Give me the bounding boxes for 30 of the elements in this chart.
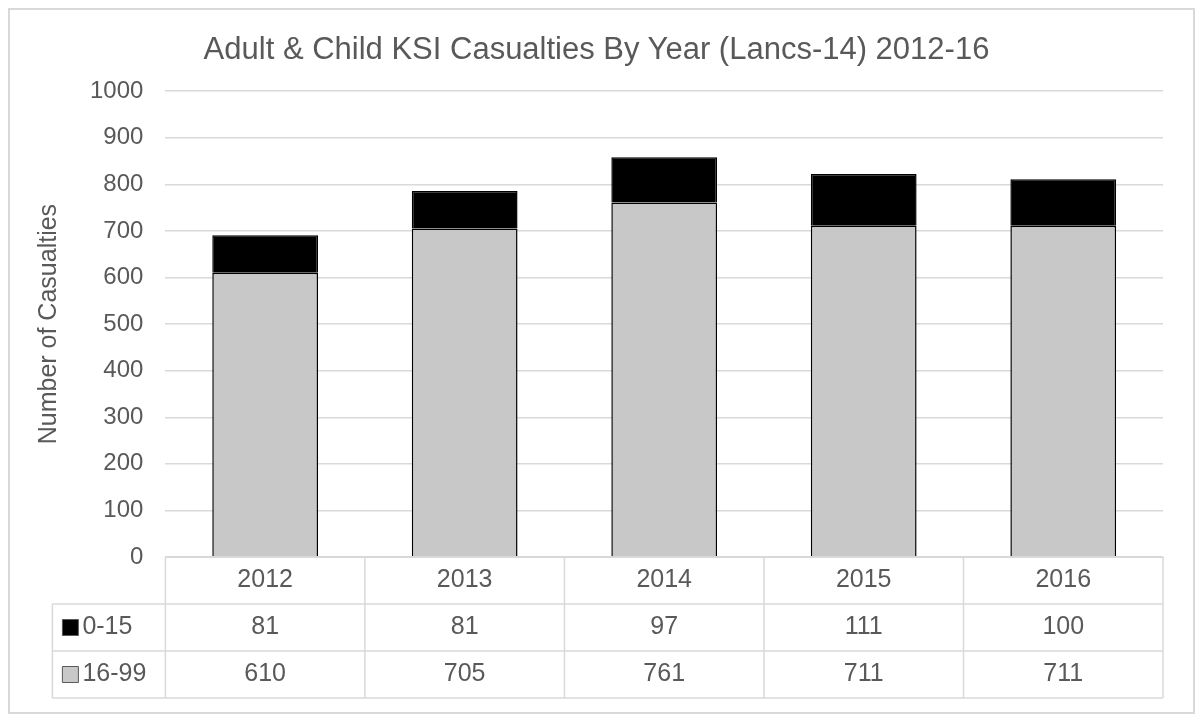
data-label: 100 [1042, 611, 1085, 640]
data-label: 97 [650, 611, 679, 640]
data-label: 81 [251, 611, 280, 640]
x-tick-label: 2016 [1035, 564, 1092, 593]
x-tick-label: 2014 [636, 564, 693, 593]
legend-label: 0-15 [82, 611, 133, 640]
data-label: 610 [244, 658, 287, 687]
y-tick-label: 300 [103, 401, 144, 429]
data-label: 711 [1043, 658, 1084, 687]
data-label: 761 [643, 658, 686, 687]
y-tick-label: 100 [103, 495, 144, 523]
y-tick-label: 200 [103, 448, 144, 476]
data-label: 705 [443, 658, 486, 687]
data-label: 711 [843, 658, 884, 687]
y-tick-label: 800 [103, 168, 144, 196]
y-tick-label: 400 [103, 355, 144, 383]
y-tick-label: 900 [103, 122, 144, 150]
x-tick-label: 2015 [835, 564, 892, 593]
x-tick-label: 2012 [237, 564, 293, 593]
y-tick-label: 1000 [90, 75, 144, 103]
y-tick-label: 600 [103, 262, 144, 290]
data-label: 81 [450, 611, 479, 640]
data-label: 111 [844, 611, 883, 640]
legend-label: 16-99 [82, 658, 147, 687]
y-tick-label: 500 [103, 308, 144, 336]
y-axis-title: Number of Casualties [32, 203, 61, 445]
y-tick-label: 700 [103, 215, 144, 243]
x-tick-label: 2013 [436, 564, 493, 593]
chart-title: Adult & Child KSI Casualties By Year (Lancs-14) 2012-16 [203, 31, 990, 67]
y-tick-label: 0 [130, 541, 144, 569]
